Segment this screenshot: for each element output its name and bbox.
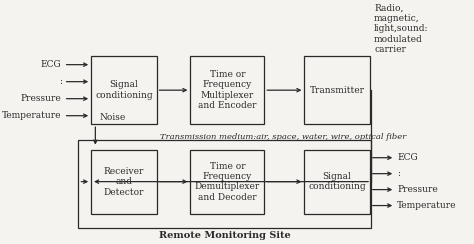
Text: Pressure: Pressure (21, 94, 62, 103)
Text: Noise: Noise (100, 113, 126, 122)
Text: Transmitter: Transmitter (310, 86, 365, 95)
Text: Temperature: Temperature (2, 111, 62, 120)
Text: Transmission medium:air, space, water, wire, optical fiber: Transmission medium:air, space, water, w… (160, 133, 406, 141)
Text: :: : (397, 169, 400, 178)
Bar (191, 150, 264, 214)
Text: Signal
conditioning: Signal conditioning (95, 81, 153, 100)
Text: :: : (59, 77, 62, 86)
Text: ECG: ECG (397, 153, 418, 162)
Text: Pressure: Pressure (397, 185, 438, 194)
Text: Time or
Frequency
Multiplexer
and Encoder: Time or Frequency Multiplexer and Encode… (198, 70, 256, 110)
Text: Time or
Frequency
Demultiplexer
and Decoder: Time or Frequency Demultiplexer and Deco… (195, 162, 260, 202)
Text: Signal
conditioning: Signal conditioning (308, 172, 366, 191)
Text: Remote Monitoring Site: Remote Monitoring Site (159, 231, 291, 240)
Bar (304, 150, 370, 214)
Bar (91, 56, 156, 124)
Text: Receiver
and
Detector: Receiver and Detector (104, 167, 144, 196)
Bar (191, 56, 264, 124)
Text: ECG: ECG (41, 60, 62, 69)
Text: Radio,
magnetic,
light,sound:
modulated
carrier: Radio, magnetic, light,sound: modulated … (374, 3, 428, 54)
Text: Temperature: Temperature (397, 201, 457, 210)
Bar (304, 56, 370, 124)
Bar (79, 140, 371, 228)
Bar (91, 150, 156, 214)
